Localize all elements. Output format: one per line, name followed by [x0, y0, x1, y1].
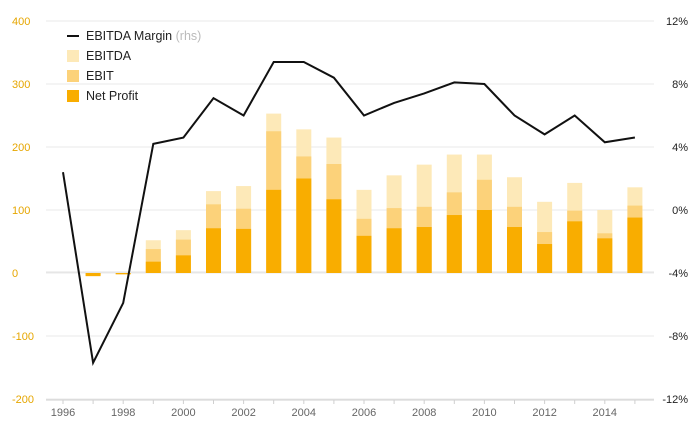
- legend-label-suffix: (rhs): [172, 29, 201, 43]
- y-left-tick-label: -200: [12, 394, 34, 406]
- bar-net-profit: [326, 199, 342, 273]
- bar-net-profit: [175, 255, 191, 273]
- legend-label: Net Profit: [86, 89, 139, 103]
- bar-net-profit: [115, 273, 131, 275]
- x-tick-label: 2010: [472, 407, 496, 419]
- bar-net-profit: [386, 228, 402, 273]
- bar-net-profit: [507, 227, 522, 273]
- y-left-tick-label: 300: [12, 79, 30, 91]
- bar-net-profit: [145, 261, 161, 273]
- bar-net-profit: [476, 210, 492, 273]
- y-right-tick-label: -12%: [662, 394, 688, 406]
- legend: EBITDA Margin (rhs) EBITDA EBIT Net Profit: [67, 29, 201, 103]
- line-layer: [62, 60, 636, 367]
- bar-net-profit: [296, 178, 312, 273]
- x-tick-label: 2006: [352, 407, 376, 419]
- bars-layer: [85, 113, 643, 277]
- legend-box-swatch: [67, 90, 79, 102]
- bar-net-profit: [416, 227, 432, 273]
- bar-net-profit: [537, 244, 553, 273]
- bar-net-profit: [597, 238, 613, 273]
- line-ebitda-margin: [62, 60, 636, 367]
- bar-net-profit: [627, 217, 643, 273]
- x-tick-label: 2012: [532, 407, 556, 419]
- x-tick-label: 2004: [292, 407, 316, 419]
- y-right-tick-label: 12%: [666, 16, 688, 28]
- x-tick-label: 2008: [412, 407, 436, 419]
- legend-box-swatch: [67, 50, 79, 62]
- y-left-tick-label: 100: [12, 205, 30, 217]
- y-left-tick-label: -100: [12, 331, 34, 343]
- y-left-tick-label: 0: [12, 268, 18, 280]
- x-tick-label: 1996: [51, 407, 75, 419]
- bar-net-profit: [266, 189, 282, 273]
- axis-layer: -200 -100 0 100 200 300 400 -12% -8% -4% 0% 4% 8% 12%…: [12, 16, 688, 419]
- bar-net-profit: [446, 215, 462, 273]
- x-tick-label: 2002: [231, 407, 255, 419]
- y-right-tick-label: -4%: [668, 268, 688, 280]
- x-tick-label: 2000: [171, 407, 195, 419]
- y-right-tick-label: -8%: [668, 331, 688, 343]
- bar-net-profit: [356, 235, 372, 273]
- grid-layer: [46, 20, 654, 400]
- bar-net-profit: [206, 228, 221, 273]
- y-right-tick-label: 0%: [672, 205, 688, 217]
- y-right-tick-label: 8%: [672, 79, 688, 91]
- legend-label: EBIT: [86, 69, 114, 83]
- legend-box-swatch: [67, 70, 79, 82]
- x-tick-label: 2014: [593, 407, 617, 419]
- y-left-tick-label: 400: [12, 16, 30, 28]
- legend-label: EBITDA Margin (rhs): [86, 29, 201, 43]
- y-left-tick-label: 200: [12, 142, 30, 154]
- legend-label: EBITDA: [86, 49, 132, 63]
- x-tick-label: 1998: [111, 407, 135, 419]
- bar-net-profit: [236, 228, 252, 273]
- bar-net-profit: [567, 221, 583, 273]
- bar-net-profit: [85, 273, 101, 277]
- y-right-tick-label: 4%: [672, 142, 688, 154]
